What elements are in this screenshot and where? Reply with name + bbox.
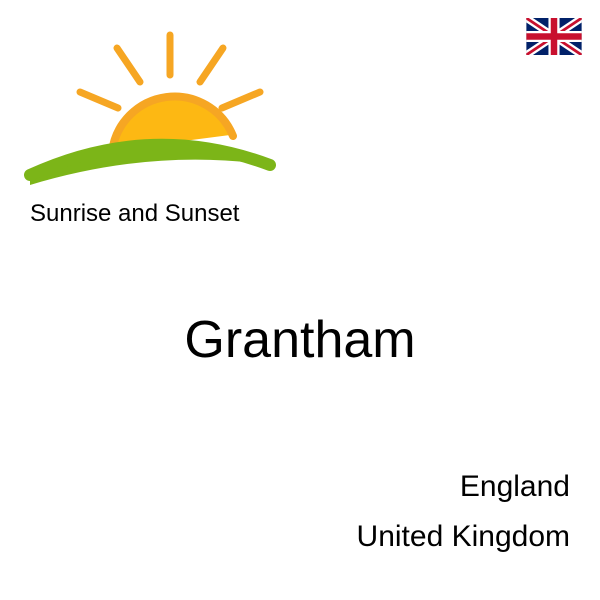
tagline-text: Sunrise and Sunset — [30, 200, 239, 228]
sunrise-logo — [20, 20, 280, 200]
sunrise-logo-svg — [20, 20, 280, 200]
uk-flag-icon — [526, 18, 582, 55]
uk-flag-svg — [526, 18, 582, 55]
city-name: Grantham — [0, 310, 600, 370]
region-name: England — [460, 470, 570, 504]
country-name: United Kingdom — [357, 520, 570, 554]
